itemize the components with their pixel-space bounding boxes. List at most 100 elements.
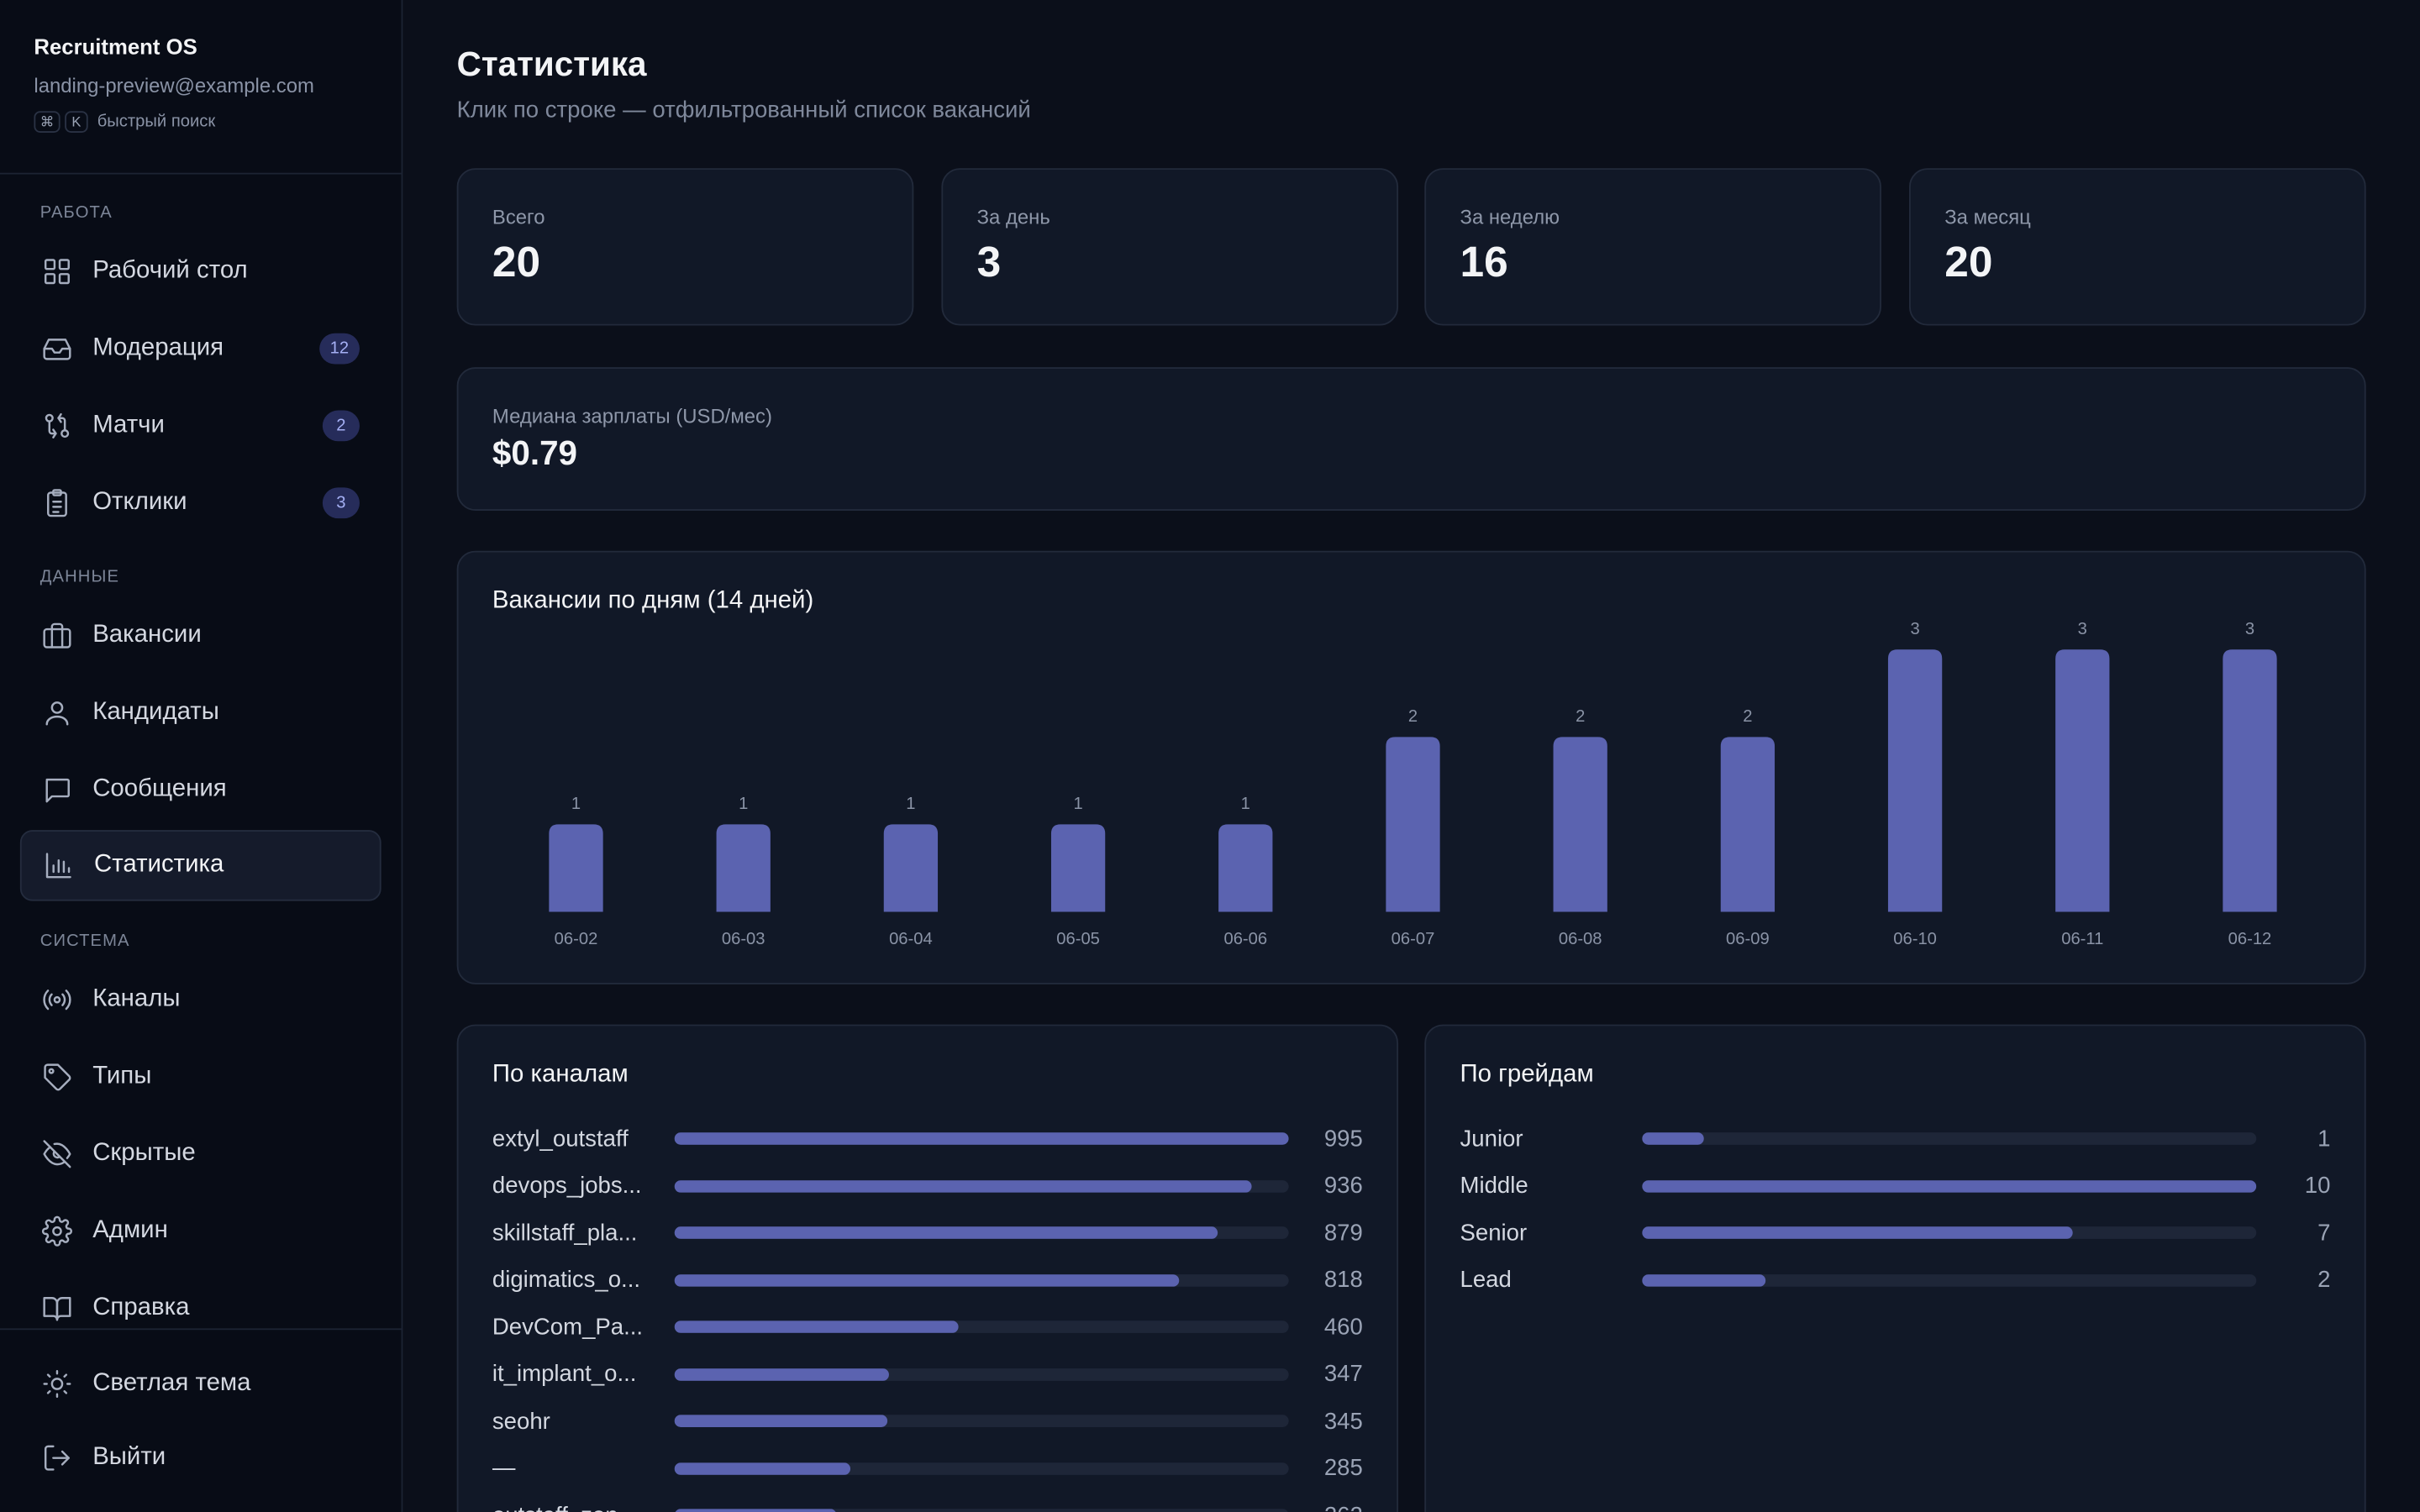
stat-value: 20 [1944, 237, 1993, 286]
logout-icon [40, 1441, 74, 1474]
row-bar-track [1642, 1132, 2257, 1145]
sidebar-item-0-3[interactable]: Отклики 3 [20, 468, 381, 538]
sidebar-item-0-0[interactable]: Рабочий стол [20, 236, 381, 307]
sidebar-item-2-4[interactable]: Справка [20, 1273, 381, 1343]
chart-data-label: 1 [906, 795, 915, 813]
eye-off-icon [40, 1137, 74, 1171]
sidebar-item-0-1[interactable]: Модерация 12 [20, 313, 381, 384]
sidebar-footer [0, 1328, 403, 1512]
channels-row[interactable]: digimatics_o... 818 [492, 1264, 1363, 1295]
row-value: 879 [1323, 1219, 1363, 1247]
chart-title: Вакансии по дням (14 дней) [492, 587, 814, 615]
channels-row[interactable]: — 285 [492, 1452, 1363, 1483]
chart-data-label: 3 [1910, 620, 1919, 638]
sidebar-item-label: Вакансии [92, 622, 202, 648]
channels-row[interactable]: seohr 345 [492, 1405, 1363, 1436]
stat-label: За неделю [1460, 205, 1560, 228]
chart-bar[interactable] [1050, 824, 1106, 912]
sidebar-item-label: Кандидаты [92, 699, 219, 726]
chart-bar[interactable] [1553, 737, 1607, 912]
sidebar-item-2-0[interactable]: Каналы [20, 964, 381, 1035]
sidebar-item-1-1[interactable]: Кандидаты [20, 677, 381, 748]
row-bar-fill [1642, 1179, 2257, 1192]
channels-row[interactable]: skillstaff_pla... 879 [492, 1217, 1363, 1248]
channels-card: По каналам extyl_outstaff 995 devops_job… [456, 1024, 1399, 1512]
stat-label: За день [976, 205, 1050, 228]
sidebar-item-label: Сообщения [92, 775, 227, 803]
grades-row[interactable]: Senior 7 [1460, 1217, 2331, 1248]
row-bar-track [674, 1415, 1289, 1427]
row-name: Lead [1460, 1266, 1512, 1294]
chart-bar[interactable] [2223, 649, 2277, 912]
grades-row[interactable]: Lead 2 [1460, 1264, 2331, 1295]
row-bar-fill [674, 1320, 959, 1333]
book-icon [40, 1291, 74, 1325]
row-bar-fill [674, 1509, 837, 1512]
chart-data-label: 2 [1576, 707, 1585, 726]
sidebar-item-1-0[interactable]: Вакансии [20, 600, 381, 670]
sidebar-item-label: Типы [92, 1063, 152, 1089]
stat-label: За месяц [1944, 205, 2031, 228]
user-icon [40, 696, 74, 729]
chart-x-tick-label: 06-04 [889, 930, 933, 948]
chart-bar[interactable] [883, 824, 939, 912]
sidebar-item-1-2[interactable]: Сообщения [20, 754, 381, 825]
sidebar-item-1-3[interactable]: Статистика [19, 830, 381, 901]
stat-label: Всего [492, 205, 545, 228]
row-bar-track [674, 1226, 1289, 1239]
grades-row[interactable]: Junior 1 [1460, 1123, 2331, 1154]
chart-bar[interactable] [1218, 824, 1273, 912]
message-icon [40, 773, 74, 806]
sidebar-item-label: Рабочий стол [92, 257, 248, 284]
grades-card: По грейдам Junior 1 Middle 10 Senior 7 L… [1424, 1024, 2366, 1512]
chart-data-label: 2 [1408, 707, 1418, 726]
channels-row[interactable]: it_implant_o... 347 [492, 1358, 1363, 1389]
sidebar-item-label: Модерация [92, 334, 224, 361]
median-salary-value: $0.79 [492, 433, 578, 473]
row-value: 818 [1323, 1266, 1363, 1294]
section-label: РАБОТА [39, 203, 113, 223]
grades-row[interactable]: Middle 10 [1460, 1170, 2331, 1201]
chart-bar[interactable] [2055, 649, 2110, 912]
chart-x-tick-label: 06-02 [555, 930, 598, 948]
row-value: 936 [1323, 1172, 1363, 1200]
chart-data-label: 2 [1743, 707, 1752, 726]
row-name: Senior [1460, 1219, 1528, 1247]
chart-bar[interactable] [1720, 737, 1776, 912]
chart-data-label: 3 [2078, 620, 2087, 638]
chart-bar[interactable] [549, 824, 603, 912]
section-label: ДАННЫЕ [39, 567, 120, 586]
row-name: extyl_outstaff [492, 1125, 629, 1152]
channels-row[interactable]: devops_jobs... 936 [492, 1170, 1363, 1201]
chart-x-tick-label: 06-11 [2061, 930, 2103, 948]
chart-x-tick-label: 06-07 [1392, 930, 1435, 948]
chart-bar[interactable] [716, 824, 771, 912]
sidebar-item-2-2[interactable]: Скрытые [20, 1119, 381, 1189]
channels-row[interactable]: extyl_outstaff 995 [492, 1123, 1363, 1154]
channels-title: По каналам [492, 1061, 629, 1088]
sidebar-footer-item-1[interactable]: Выйти [20, 1422, 381, 1493]
count-badge: 3 [322, 487, 360, 519]
app-name: Recruitment OS [34, 34, 197, 59]
channels-row[interactable]: DevCom_Pa... 460 [492, 1311, 1363, 1342]
median-salary-label: Медиана зарплаты (USD/мес) [492, 404, 772, 428]
cmd-key: ⌘ [34, 111, 60, 133]
row-bar-track [674, 1273, 1289, 1286]
row-value: 995 [1323, 1125, 1363, 1152]
row-bar-track [674, 1132, 1289, 1145]
sidebar-item-0-2[interactable]: Матчи 2 [20, 391, 381, 461]
chart-bar[interactable] [1386, 737, 1440, 912]
quick-search-hint[interactable]: ⌘ K быстрый поиск [34, 111, 367, 133]
row-name: DevCom_Pa... [492, 1313, 644, 1341]
chart-bar[interactable] [1887, 649, 1943, 912]
chart-x-tick-label: 06-03 [722, 930, 765, 948]
sidebar-footer-item-0[interactable]: Светлая тема [20, 1348, 381, 1419]
row-name: seohr [492, 1407, 550, 1435]
page-title: Статистика [456, 45, 647, 84]
row-bar-track [674, 1368, 1289, 1380]
user-email: landing-preview@example.com [34, 74, 314, 97]
briefcase-icon [40, 619, 74, 653]
sidebar-item-2-1[interactable]: Типы [20, 1042, 381, 1112]
channels-row[interactable]: outstaff_zon... 262 [492, 1499, 1363, 1512]
sidebar-item-2-3[interactable]: Админ [20, 1195, 381, 1266]
